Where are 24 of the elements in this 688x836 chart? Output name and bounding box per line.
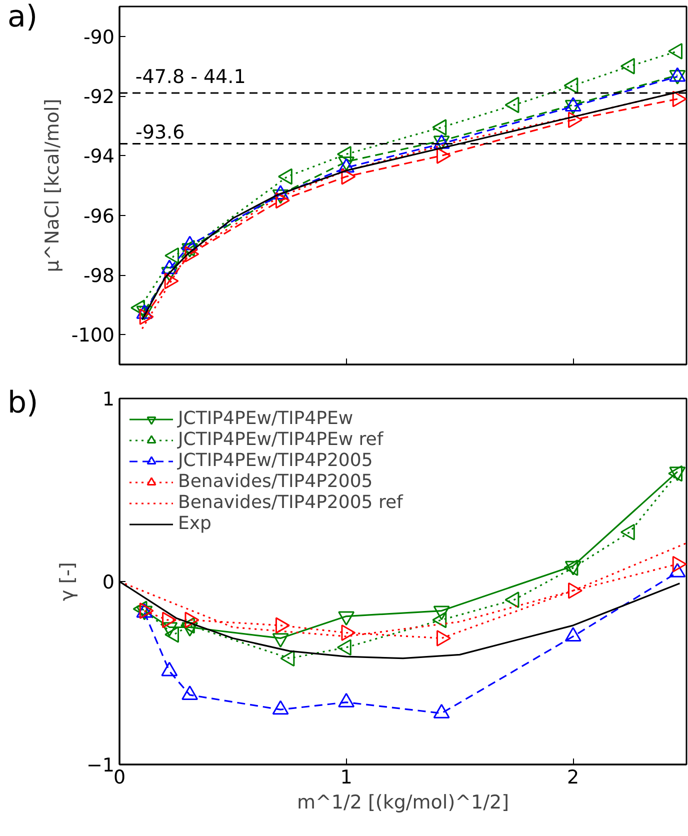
legend-label: JCTIP4PEw/TIP4P2005 bbox=[178, 450, 373, 471]
annotation: -47.8 - 44.1 bbox=[135, 66, 246, 88]
x-tick-label: 1 bbox=[340, 766, 352, 788]
y-tick-label: 1 bbox=[102, 388, 115, 410]
y-tick-label: -96 bbox=[83, 205, 115, 228]
y-tick-label: 0 bbox=[102, 572, 115, 594]
y-tick-label: -90 bbox=[83, 26, 115, 48]
ref-line-label: -93.6 bbox=[136, 122, 185, 144]
y-tick-label: -92 bbox=[83, 86, 115, 108]
y-axis-title: μ^NaCl [kcal/mol] bbox=[41, 98, 64, 272]
text: a) bbox=[8, 0, 38, 34]
text: b) bbox=[8, 386, 38, 420]
legend-label: Benavides/TIP4P2005 bbox=[178, 471, 373, 492]
legend-label: JCTIP4PEw/TIP4PEw ref bbox=[178, 429, 384, 450]
legend-label: Benavides/TIP4P2005 ref bbox=[178, 492, 403, 513]
legend-label: Exp bbox=[178, 513, 212, 534]
y-tick-label: -98 bbox=[83, 265, 115, 287]
y-tick-label: -100 bbox=[71, 324, 115, 347]
y-tick-label: −1 bbox=[86, 754, 115, 776]
y-axis-title: γ [-] bbox=[56, 562, 78, 601]
x-axis-title: m^1/2 [(kg/mol)^1/2] bbox=[296, 792, 510, 814]
x-tick-label: 2 bbox=[567, 766, 580, 788]
y-tick-label: -94 bbox=[83, 146, 115, 168]
legend-label: JCTIP4PEw/TIP4PEw bbox=[178, 408, 354, 429]
